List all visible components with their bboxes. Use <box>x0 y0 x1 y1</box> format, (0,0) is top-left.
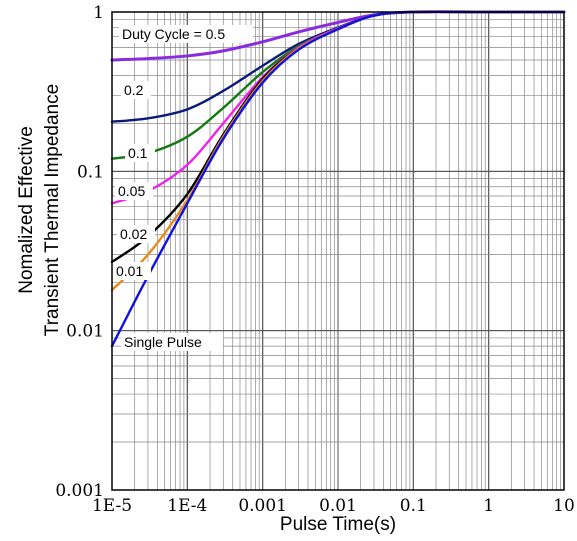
plot-frame <box>111 11 565 491</box>
y-tick-label: 0.001 <box>55 481 104 501</box>
series-label-background <box>121 81 151 99</box>
series-label-background <box>115 182 153 200</box>
y-axis-title-line-1: Nomalized Effective <box>16 126 37 294</box>
y-tick-label: 0.1 <box>77 162 104 182</box>
series-label-background <box>119 25 253 43</box>
series-label-background <box>125 144 155 162</box>
series-labels: Duty Cycle = 0.5 0.2 0.1 0.05 0.02 0.01 Single… <box>113 25 253 351</box>
x-tick-label: 1E-5 <box>92 496 132 516</box>
x-tick-label: 0.1 <box>400 496 427 516</box>
y-tick-labels: 1 0.1 0.01 0.001 <box>55 3 104 501</box>
series-label-3: 0.05 <box>118 183 145 199</box>
series-label-1: 0.2 <box>124 82 144 98</box>
series-label-6: Single Pulse <box>124 334 202 350</box>
y-axis-title: Nomalized Effective Transient Thermal Im… <box>16 84 63 336</box>
series-label-4: 0.02 <box>120 226 147 242</box>
x-tick-label: 1 <box>483 496 494 516</box>
x-tick-label: 0.01 <box>319 496 357 516</box>
series-label-background <box>121 333 223 351</box>
y-axis-title-line-2: Transient Thermal Impedance <box>42 84 63 336</box>
x-tick-label: 0.001 <box>238 496 287 516</box>
x-tick-label: 10 <box>553 496 575 516</box>
series-label-background <box>117 225 155 243</box>
series-label-5: 0.01 <box>116 263 143 279</box>
x-tick-label: 1E-4 <box>167 496 207 516</box>
series-label-2: 0.1 <box>128 145 148 161</box>
x-axis-title: Pulse Time(s) <box>280 514 396 535</box>
grid <box>111 11 565 491</box>
y-tick-label: 0.01 <box>66 322 104 342</box>
x-tick-labels: 1E-5 1E-4 0.001 0.01 0.1 1 10 <box>92 496 575 516</box>
y-tick-label: 1 <box>93 3 104 23</box>
series-label-background <box>113 262 151 280</box>
series-label-0: Duty Cycle = 0.5 <box>122 26 225 42</box>
